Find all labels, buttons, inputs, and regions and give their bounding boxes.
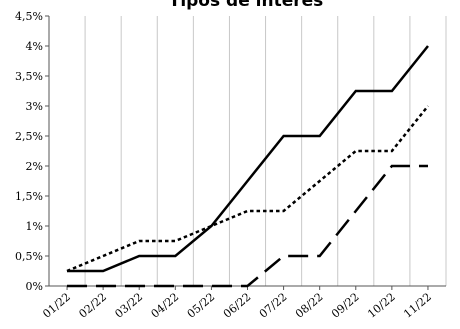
title-layer: Tipos de interés (169, 0, 324, 11)
series-layer (66, 45, 429, 288)
x-tick-label: 09/22 (329, 290, 362, 320)
series-line-dashed (67, 164, 428, 288)
series-line-dotted (66, 105, 429, 273)
y-tick-label: 4% (26, 40, 43, 53)
y-tick-label: 1,5% (15, 190, 43, 203)
x-tick-label: 06/22 (221, 290, 254, 320)
x-tick-label: 03/22 (113, 290, 146, 320)
x-tick-label: 04/22 (149, 290, 182, 320)
y-tick-label: 1% (26, 220, 43, 233)
y-tick-label: 0,5% (15, 250, 43, 263)
label-layer: 0% 0,5% 1% 1,5% 2% 2,5% 3% 3,5% 4% 4,5% 01/22 02/22… (15, 10, 434, 321)
y-tick-label: 2% (26, 160, 43, 173)
x-tick-label: 11/22 (401, 290, 434, 320)
axis-layer (45, 15, 446, 290)
x-tick-label: 05/22 (185, 290, 218, 320)
x-tick-label: 08/22 (293, 290, 326, 320)
y-tick-label: 2,5% (15, 130, 43, 143)
x-tick-label: 07/22 (257, 290, 290, 320)
series-line-solid (67, 45, 429, 273)
grid-layer (48, 16, 447, 286)
x-tick-label: 01/22 (40, 290, 73, 320)
y-tick-label: 4,5% (15, 10, 43, 23)
chart-title: Tipos de interés (169, 0, 324, 11)
y-tick-label: 3,5% (15, 70, 43, 83)
x-tick-label: 10/22 (365, 290, 398, 320)
y-tick-label: 0% (26, 280, 43, 293)
y-tick-label: 3% (26, 100, 43, 113)
x-tick-label: 02/22 (76, 290, 109, 320)
